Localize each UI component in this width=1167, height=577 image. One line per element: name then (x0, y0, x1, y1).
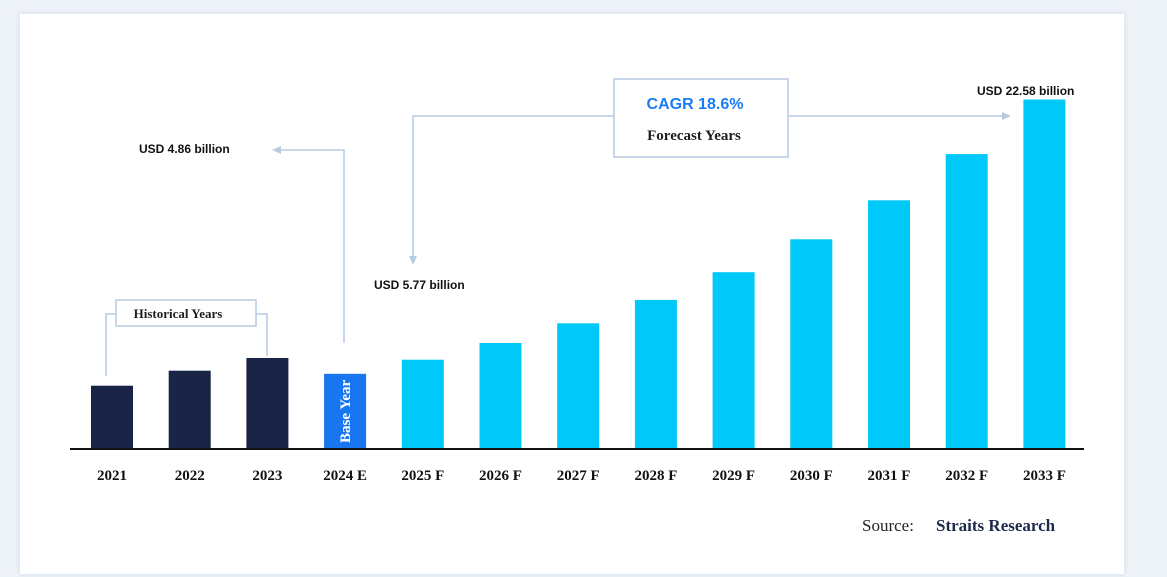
bar-2028-f (634, 299, 677, 449)
bar-2026-f (479, 343, 522, 449)
usd-2033-label: USD 22.58 billion (977, 84, 1074, 98)
bar-2022 (168, 370, 211, 449)
cagr-label: CAGR 18.6% (647, 96, 744, 113)
x-tick-labels: 2021 2022 2023 2024 E 2025 F 2026 F 2027 F 2028… (97, 468, 1066, 484)
bar-2027-f (557, 323, 600, 449)
arrow-down-icon (409, 256, 417, 265)
historical-bracket (105, 299, 268, 376)
tick-label-2026-f: 2026 F (479, 468, 522, 484)
arrow-left-icon (272, 146, 281, 154)
source-prefix: Source: (862, 516, 914, 535)
bar-2031-f (868, 200, 910, 449)
tick-label-2029-f: 2029 F (712, 468, 755, 484)
usd-2024-label: USD 4.86 billion (139, 142, 230, 156)
bar-2023 (246, 358, 289, 449)
bar-2032-f (945, 154, 988, 449)
tick-label-2033-f: 2033 F (1023, 468, 1066, 484)
tick-label-2031-f: 2031 F (868, 468, 911, 484)
chart-card (20, 14, 1124, 574)
historical-years-label: Historical Years (134, 306, 223, 321)
bar-2030-f (790, 239, 833, 449)
arrow-right-icon (1002, 112, 1011, 120)
tick-label-2021: 2021 (97, 468, 127, 484)
forecast-years-label: Forecast Years (647, 128, 741, 144)
usd-2025-label: USD 5.77 billion (374, 278, 465, 292)
tick-label-2030-f: 2030 F (790, 468, 833, 484)
bar-2025-f (401, 359, 444, 449)
tick-label-2032-f: 2032 F (945, 468, 988, 484)
tick-label-2027-f: 2027 F (557, 468, 600, 484)
tick-label-2024-e: 2024 E (323, 468, 367, 484)
tick-label-2028-f: 2028 F (634, 468, 677, 484)
source-name: Straits Research (936, 516, 1056, 535)
base-year-connector (280, 149, 345, 343)
bar-2033-f (1023, 99, 1066, 449)
bars-group (91, 99, 1066, 449)
bar-2021 (91, 385, 133, 449)
cagr-connector (412, 78, 1003, 258)
tick-label-2025-f: 2025 F (401, 468, 444, 484)
tick-label-2022: 2022 (175, 468, 205, 484)
base-year-label: Base Year (338, 379, 354, 443)
bar-2024-e (324, 373, 367, 449)
bar-2029-f (712, 272, 755, 449)
tick-label-2023: 2023 (252, 468, 282, 484)
